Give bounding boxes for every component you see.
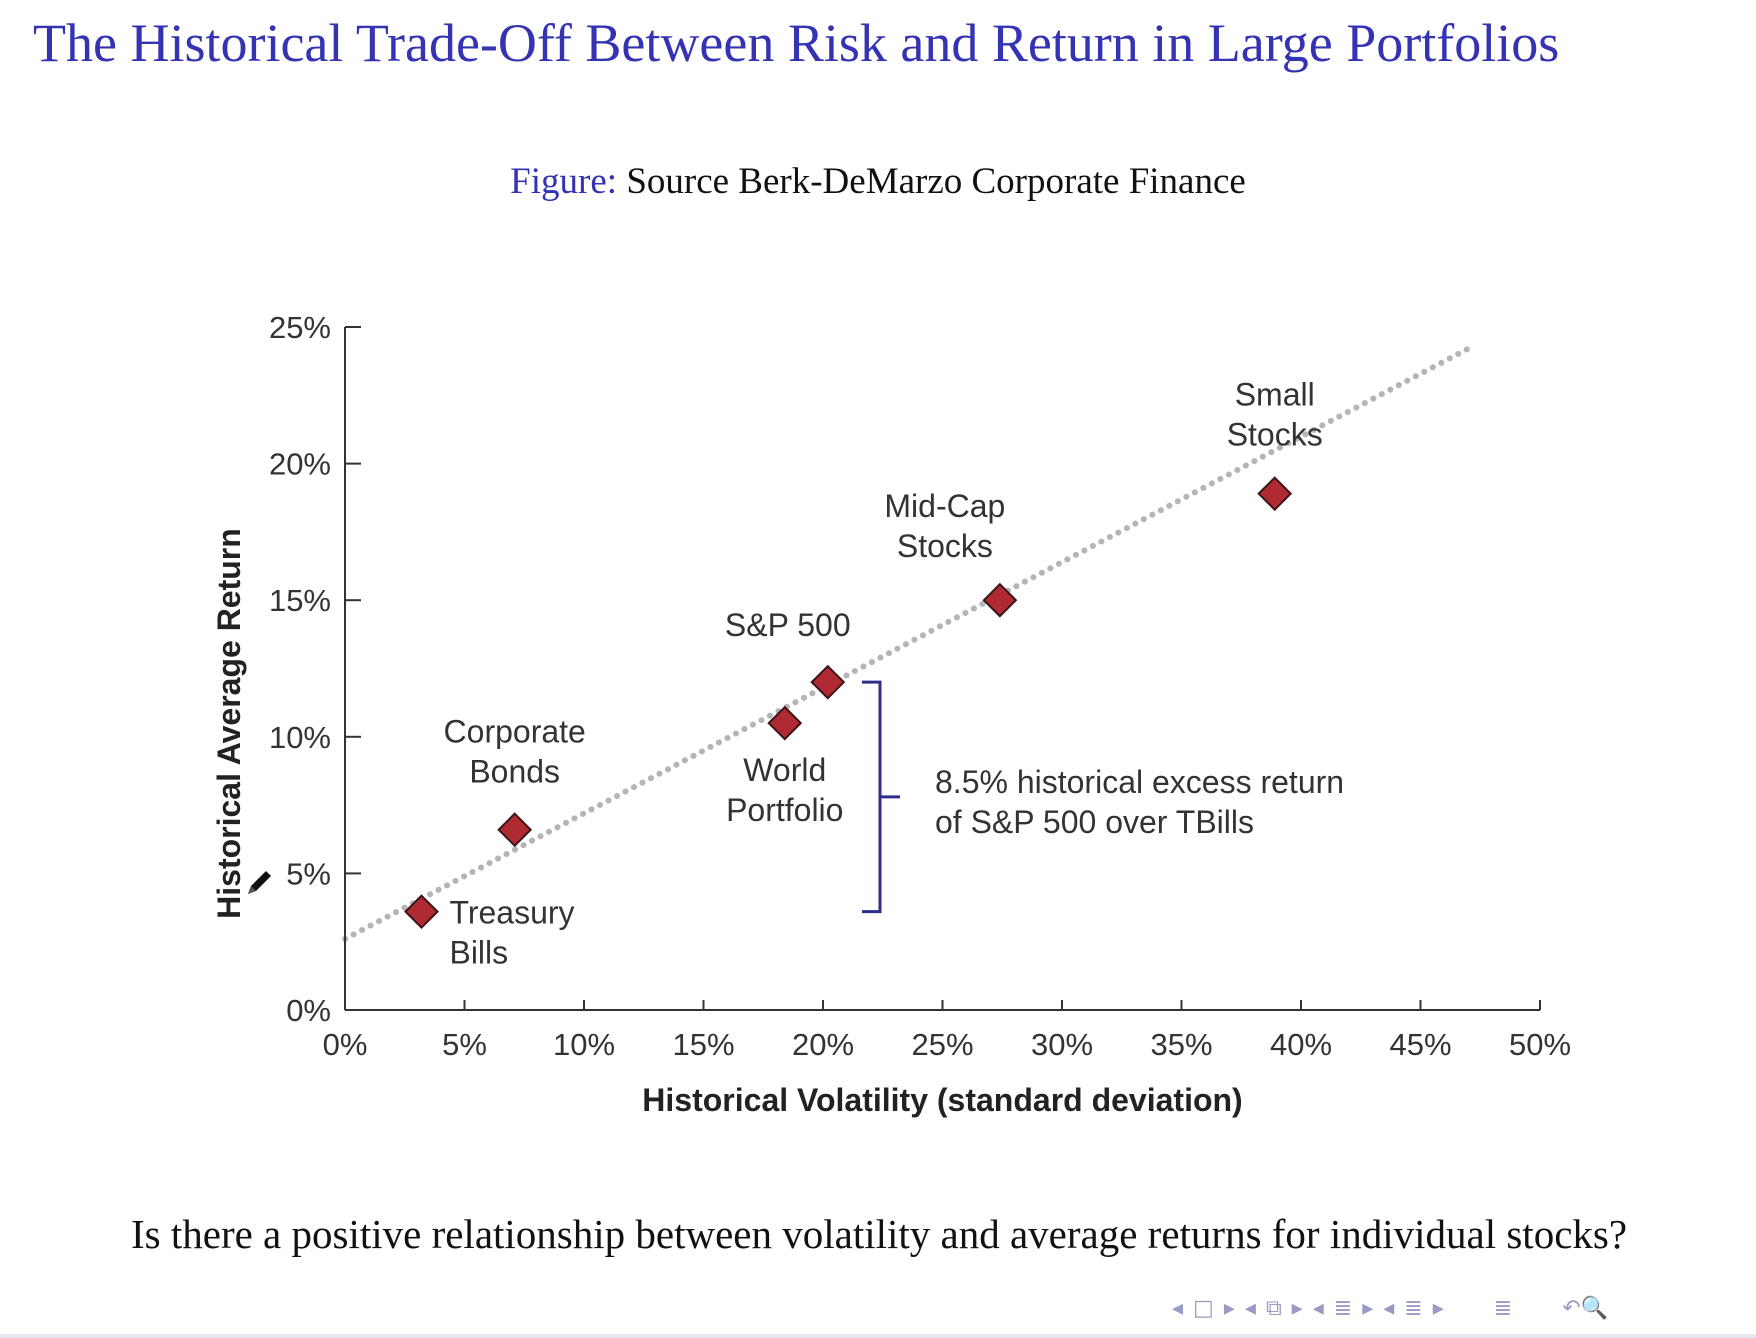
nav-right-arrow-icon[interactable]: ▸	[1432, 1295, 1444, 1321]
x-tick-label: 15%	[672, 1027, 734, 1062]
x-tick-label: 35%	[1150, 1027, 1212, 1062]
y-tick-label: 25%	[269, 310, 331, 345]
point-label-line: Portfolio	[726, 792, 843, 828]
figure-caption: Figure: Source Berk-DeMarzo Corporate Fi…	[0, 160, 1756, 203]
annotation-layer: 8.5% historical excess return of S&P 500 …	[862, 680, 1344, 914]
point-label-line: Treasury	[449, 895, 574, 931]
frame-icon[interactable]: □	[1193, 1295, 1214, 1321]
point-label-line: Stocks	[1227, 417, 1323, 453]
x-tick-label: 10%	[553, 1027, 615, 1062]
data-point	[1257, 476, 1293, 512]
x-tick-label: 5%	[442, 1027, 487, 1062]
point-label-line: Corporate	[444, 714, 586, 750]
point-label-line: Bonds	[469, 754, 560, 790]
excess-return-bracket	[862, 680, 900, 914]
x-axis-title: Historical Volatility (standard deviatio…	[642, 1082, 1242, 1118]
nav-left-arrow-icon[interactable]: ◂	[1172, 1295, 1184, 1321]
slide-title: The Historical Trade-Off Between Risk an…	[33, 13, 1560, 73]
y-tick-label: 0%	[286, 993, 331, 1028]
x-tick-label: 25%	[911, 1027, 973, 1062]
y-axis-title: Historical Average Return	[211, 528, 247, 919]
bottom-rule	[0, 1334, 1756, 1338]
x-tick-label: 40%	[1270, 1027, 1332, 1062]
point-label: Treasury Bills	[449, 895, 574, 971]
beamer-navigation: ◂ □ ▸ ◂ ⧉ ▸ ◂ ≣ ▸ ◂ ≣ ▸ ≣ ↶🔍	[1172, 1294, 1608, 1322]
nav-left-arrow-icon[interactable]: ◂	[1244, 1295, 1256, 1321]
document-icon[interactable]: ≣	[1404, 1295, 1423, 1321]
point-label-line: S&P 500	[725, 607, 851, 643]
align-icon[interactable]: ≣	[1493, 1295, 1513, 1321]
point-label-line: Mid-Cap	[884, 488, 1005, 524]
figure-caption-text: Source Berk-DeMarzo Corporate Finance	[617, 161, 1246, 202]
subsection-icon[interactable]: ⧉	[1265, 1295, 1282, 1321]
point-label-line: Bills	[449, 935, 508, 971]
point-labels: Treasury Bills Corporate Bonds World Portfoli…	[444, 377, 1323, 971]
nav-left-arrow-icon[interactable]: ◂	[1312, 1295, 1324, 1321]
pencil-icon[interactable]	[244, 866, 276, 898]
x-tick-label: 45%	[1389, 1027, 1451, 1062]
y-tick-label: 15%	[269, 583, 331, 618]
data-points	[404, 476, 1293, 930]
annotation-line: of S&P 500 over TBills	[935, 804, 1254, 840]
data-point	[767, 705, 803, 741]
undo-search-icon[interactable]: ↶🔍	[1562, 1295, 1609, 1321]
axes: 0% 5% 10% 15% 20% 25% 30% 35% 40% 45% 50% 0% 5% 10% 15…	[211, 310, 1571, 1118]
point-label: Mid-Cap Stocks	[884, 488, 1005, 564]
x-tick-label: 50%	[1509, 1027, 1571, 1062]
x-tick-label: 0%	[323, 1027, 368, 1062]
x-tick-label: 20%	[792, 1027, 854, 1062]
data-point	[982, 582, 1018, 618]
point-label-line: Stocks	[897, 528, 993, 564]
data-point	[404, 894, 439, 930]
x-tick-label: 30%	[1031, 1027, 1093, 1062]
y-tick-label: 20%	[269, 447, 331, 482]
point-label: S&P 500	[725, 607, 851, 643]
nav-right-arrow-icon[interactable]: ▸	[1291, 1295, 1303, 1321]
point-label-line: Small	[1235, 377, 1315, 413]
y-tick-label: 10%	[269, 720, 331, 755]
point-label: World Portfolio	[726, 752, 843, 828]
nav-right-arrow-icon[interactable]: ▸	[1362, 1295, 1374, 1321]
data-point	[497, 812, 533, 848]
point-label-line: World	[743, 752, 826, 788]
nav-left-arrow-icon[interactable]: ◂	[1383, 1295, 1395, 1321]
trend-line-layer	[342, 343, 1477, 942]
trend-line	[342, 343, 1477, 942]
question-text: Is there a positive relationship between…	[131, 1211, 1628, 1257]
y-tick-label: 5%	[286, 856, 331, 891]
section-icon[interactable]: ≣	[1333, 1295, 1353, 1321]
point-label: Corporate Bonds	[444, 714, 586, 790]
data-point	[810, 664, 846, 700]
point-label: Small Stocks	[1227, 377, 1323, 453]
nav-right-arrow-icon[interactable]: ▸	[1223, 1295, 1235, 1321]
annotation-line: 8.5% historical excess return	[935, 764, 1344, 800]
excess-return-annotation: 8.5% historical excess return of S&P 500 …	[935, 764, 1344, 840]
figure-caption-label: Figure:	[510, 161, 618, 202]
